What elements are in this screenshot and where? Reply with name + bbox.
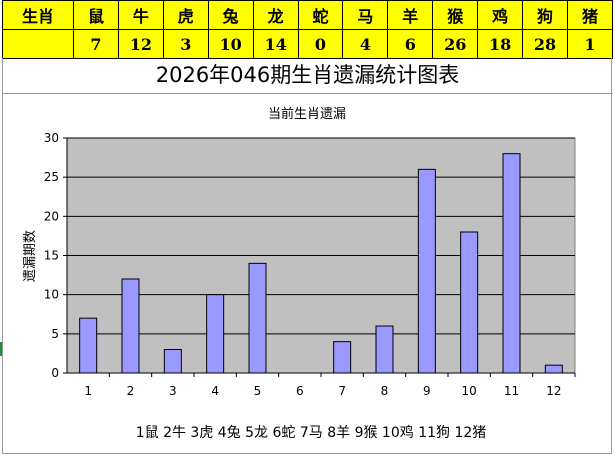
- bar: [375, 325, 394, 374]
- x-tick-label: 11: [504, 384, 519, 398]
- zodiac-count-row: 7 12 3 10 14 0 4 6 26 18 28 1: [2, 29, 614, 59]
- count-cell: 0: [297, 29, 344, 59]
- zodiac-cell: 蛇: [297, 0, 344, 30]
- chart-title: 当前生肖遗漏: [268, 106, 346, 122]
- zodiac-table: 生肖 鼠 牛 虎 兔 龙 蛇 马 羊 猴 鸡 狗 猪 7 12 3 10 14 …: [2, 0, 614, 59]
- count-cell: 3: [162, 29, 209, 59]
- chart-frame: [2, 58, 612, 454]
- x-tick-label: 3: [169, 384, 177, 398]
- x-tick-label: 2: [127, 384, 135, 398]
- y-tick-label: 0: [51, 366, 59, 380]
- x-tick-label: 4: [211, 384, 219, 398]
- y-tick-label: 10: [44, 288, 59, 302]
- bar: [79, 317, 98, 374]
- page-title: 2026年046期生肖遗漏统计图表: [155, 63, 460, 87]
- bar: [333, 341, 352, 374]
- y-tick-label: 25: [44, 170, 59, 184]
- y-tick-label: 5: [51, 327, 59, 341]
- x-tick-label: 5: [254, 384, 262, 398]
- x-tick-label: 8: [381, 384, 389, 398]
- y-tick-label: 15: [44, 249, 59, 263]
- bar: [417, 168, 436, 374]
- count-cell: 12: [117, 29, 164, 59]
- zodiac-cell: 虎: [162, 0, 209, 30]
- zodiac-key: 1鼠 2牛 3虎 4兔 5龙 6蛇 7马 8羊 9猴 10鸡 11狗 12猪: [136, 424, 487, 441]
- count-cell: 4: [342, 29, 389, 59]
- x-tick-label: 1: [84, 384, 92, 398]
- y-tick-label: 20: [44, 209, 59, 223]
- count-cell: 6: [387, 29, 434, 59]
- title-divider: [2, 93, 613, 94]
- count-cell: 26: [432, 29, 479, 59]
- x-tick-label: 7: [338, 384, 346, 398]
- bar: [460, 231, 479, 374]
- count-cell: 1: [566, 29, 614, 59]
- zodiac-cell: 龙: [252, 0, 299, 30]
- count-cell: 10: [207, 29, 254, 59]
- row-label-empty: [2, 29, 74, 59]
- y-tick-label: 30: [44, 131, 59, 145]
- zodiac-cell: 鸡: [477, 0, 524, 30]
- left-edge-marker: [0, 342, 2, 356]
- bar: [248, 262, 267, 374]
- zodiac-cell: 羊: [387, 0, 434, 30]
- count-cell: 28: [522, 29, 568, 59]
- row-label: 生肖: [2, 0, 74, 30]
- zodiac-cell: 兔: [207, 0, 254, 30]
- bar: [163, 349, 182, 374]
- zodiac-cell: 牛: [117, 0, 164, 30]
- count-cell: 18: [477, 29, 524, 59]
- x-tick-label: 10: [462, 384, 477, 398]
- zodiac-cell: 鼠: [73, 0, 119, 30]
- x-tick-label: 6: [296, 384, 304, 398]
- zodiac-cell: 猴: [432, 0, 479, 30]
- zodiac-name-row: 生肖 鼠 牛 虎 兔 龙 蛇 马 羊 猴 鸡 狗 猪: [2, 0, 614, 30]
- bar: [206, 294, 225, 374]
- zodiac-cell: 猪: [566, 0, 614, 30]
- count-cell: 7: [73, 29, 119, 59]
- bar: [121, 278, 140, 374]
- zodiac-cell: 马: [342, 0, 389, 30]
- bar: [544, 364, 563, 374]
- y-axis-label: 遗漏期数: [22, 230, 38, 282]
- x-tick-label: 9: [423, 384, 431, 398]
- bar: [502, 153, 521, 374]
- x-tick-label: 12: [546, 384, 561, 398]
